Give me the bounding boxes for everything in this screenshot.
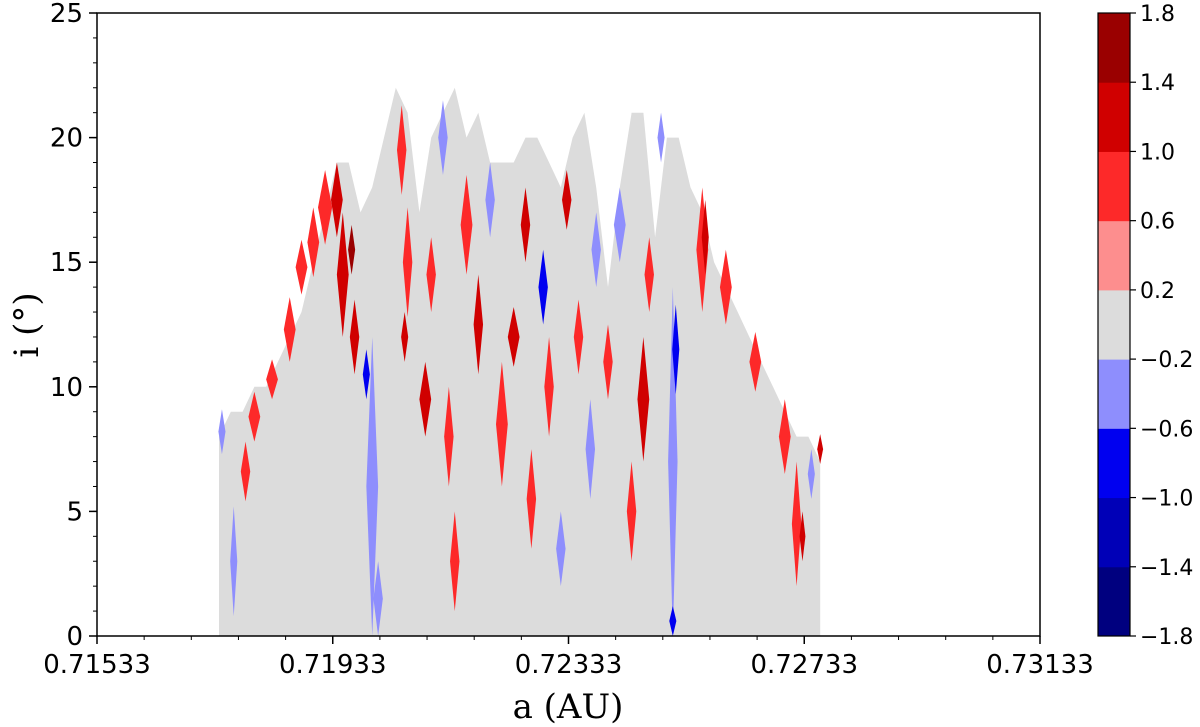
anomaly-patch — [526, 449, 537, 549]
anomaly-patch — [562, 169, 572, 230]
anomaly-patch — [791, 461, 802, 587]
anomaly-patch — [373, 561, 383, 636]
anomaly-patch — [496, 361, 508, 487]
x-tick-label: 0.72333 — [515, 650, 623, 680]
anomaly-patch — [230, 506, 238, 617]
anomaly-patch — [817, 434, 824, 465]
y-tick-label: 0 — [66, 622, 83, 652]
anomaly-patch — [669, 606, 677, 636]
anomaly-patch — [520, 187, 531, 263]
anomaly-patch — [396, 105, 407, 195]
colorbar-tick-label: 1.0 — [1140, 140, 1175, 165]
anomaly-patch — [248, 391, 261, 442]
anomaly-patch — [701, 199, 709, 275]
anomaly-patch — [644, 237, 654, 313]
anomaly-patch — [613, 187, 626, 263]
x-tick-label: 0.73133 — [986, 650, 1094, 680]
colorbar-band — [1098, 566, 1130, 637]
anomaly-patch — [295, 239, 308, 295]
anomaly-patch — [485, 162, 495, 238]
colorbar-band — [1098, 13, 1130, 83]
anomaly-patch — [438, 100, 448, 175]
anomaly-patch — [218, 409, 226, 455]
anomaly-patch — [672, 304, 680, 395]
x-axis-title: a (AU) — [513, 687, 624, 727]
anomaly-patch — [426, 237, 436, 313]
y-tick-label: 25 — [50, 0, 83, 29]
anomaly-patch — [637, 336, 650, 462]
anomaly-patch — [401, 312, 409, 362]
anomaly-patch — [283, 297, 296, 362]
y-tick-label: 10 — [50, 373, 83, 403]
x-tick-label: 0.71533 — [43, 650, 151, 680]
colorbar-band — [1098, 289, 1130, 360]
y-tick-label: 15 — [50, 248, 83, 278]
colorbar-frame — [1097, 12, 1131, 637]
colorbar-tick-label: 1.4 — [1140, 71, 1175, 96]
anomaly-patch — [657, 112, 665, 163]
colorbar-tick-label: −1.4 — [1140, 556, 1193, 581]
anomaly-patch — [307, 207, 320, 278]
anomaly-patch — [603, 324, 613, 400]
anomaly-patch — [318, 169, 333, 245]
contour-anomalies — [218, 100, 824, 636]
colorbar-band — [1098, 359, 1130, 429]
anomaly-patch — [585, 399, 596, 499]
anomaly-patch — [444, 386, 454, 487]
anomaly-patch — [336, 212, 349, 337]
anomaly-patch — [719, 249, 732, 325]
y-axis: 0 5 10 15 20 25 — [50, 0, 97, 652]
colorbar-tick-label: −1.0 — [1140, 487, 1193, 512]
colorbar-tick-label: −1.8 — [1140, 625, 1193, 650]
anomaly-patch — [240, 441, 251, 502]
colorbar-band — [1098, 428, 1130, 499]
colorbar-tick-label: −0.2 — [1140, 348, 1193, 373]
anomaly-patch — [473, 274, 484, 375]
anomaly-patch — [419, 361, 432, 437]
anomaly-patch — [544, 336, 554, 437]
x-axis: 0.71533 0.71933 0.72333 0.72733 0.73133 — [43, 636, 1094, 680]
anomaly-patch — [402, 207, 413, 318]
anomaly-patch — [573, 299, 584, 375]
plot-area — [218, 87, 824, 636]
colorbar: −1.8 −1.4 −1.0 −0.6 −0.2 0.2 0.6 1.0 1.4 1.8 — [1097, 2, 1193, 650]
colorbar-band — [1098, 220, 1130, 291]
anomaly-patch — [450, 511, 460, 612]
anomaly-patch — [556, 511, 566, 587]
anomaly-patch — [330, 162, 343, 238]
anomaly-patch — [348, 224, 356, 275]
anomaly-patch — [749, 331, 762, 392]
x-tick-label: 0.72733 — [750, 650, 858, 680]
y-tick-label: 5 — [66, 497, 83, 527]
anomaly-patch — [366, 336, 379, 636]
anomaly-patch — [591, 212, 601, 288]
colorbar-band — [1098, 82, 1130, 152]
x-tick-label: 0.71933 — [279, 650, 387, 680]
colorbar-tick-label: 0.6 — [1140, 210, 1175, 235]
anomaly-patch — [799, 511, 806, 562]
anomaly-patch — [626, 461, 637, 562]
colorbar-tick-label: 1.8 — [1140, 2, 1175, 27]
contour-envelope — [219, 87, 821, 636]
anomaly-patch — [807, 449, 815, 499]
anomaly-patch — [507, 307, 520, 367]
envelope-region — [219, 87, 821, 636]
anomaly-patch — [362, 349, 370, 400]
colorbar-tick-label: 0.2 — [1140, 279, 1175, 304]
colorbar-band — [1098, 151, 1130, 222]
anomaly-patch — [349, 299, 360, 375]
colorbar-band — [1098, 497, 1130, 568]
anomaly-patch — [538, 249, 548, 325]
y-tick-label: 20 — [50, 124, 83, 154]
y-axis-title: i (°) — [7, 292, 47, 357]
anomaly-patch — [778, 399, 791, 475]
colorbar-tick-label: −0.6 — [1140, 417, 1193, 442]
anomaly-patch — [460, 174, 473, 275]
anomaly-patch — [266, 359, 278, 400]
